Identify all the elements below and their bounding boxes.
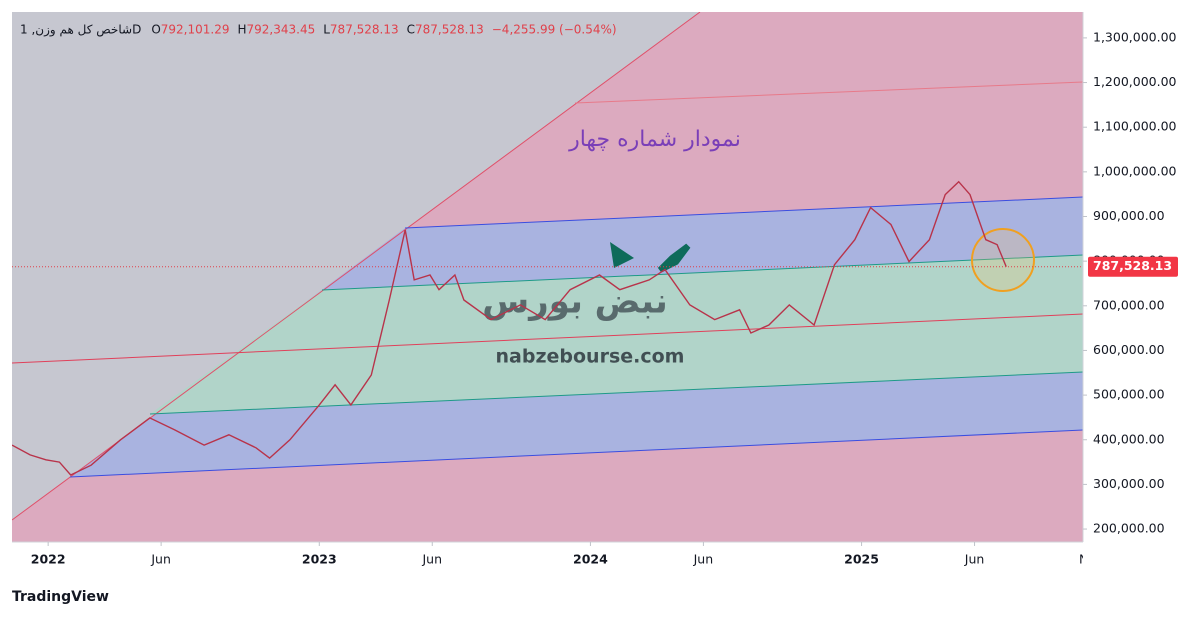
y-tick-label: 700,000.00 bbox=[1093, 297, 1165, 312]
arrow bbox=[657, 243, 691, 273]
last-price-box bbox=[1088, 256, 1178, 277]
x-tick-label: Jun bbox=[693, 552, 714, 567]
x-tick-label: 2022 bbox=[31, 552, 66, 567]
y-tick-label: 1,000,000.00 bbox=[1093, 163, 1177, 178]
ohlc-value: 792,101.29 bbox=[161, 23, 230, 37]
y-tick-label: 1,200,000.00 bbox=[1093, 74, 1177, 89]
band-bottom bbox=[149, 371, 1083, 415]
ohlc: O 792,101.29 H 792,343.45 L 787,528.13 C 787,52… bbox=[151, 23, 616, 37]
band-top bbox=[321, 254, 1083, 291]
chart-title: نمودار شماره چهار bbox=[568, 127, 741, 152]
watermark-logo: نبض بورس bbox=[482, 282, 667, 322]
brand: TradingView bbox=[12, 589, 109, 605]
price-line bbox=[12, 180, 1007, 476]
change: −4,255.99 (−0.54%) bbox=[492, 23, 617, 37]
ohlc-key: H bbox=[237, 23, 246, 37]
ohlc-key: O bbox=[151, 23, 160, 37]
ohlc-key: C bbox=[407, 23, 415, 37]
arrow bbox=[610, 242, 634, 268]
x-tick-label: Jun bbox=[422, 552, 443, 567]
channel-bottom bbox=[69, 429, 1083, 478]
y-tick-label: 900,000.00 bbox=[1093, 208, 1165, 223]
brand-text: TradingView bbox=[12, 589, 109, 605]
x-tick-label: Jun bbox=[150, 552, 171, 567]
ohlc-key: L bbox=[323, 23, 330, 37]
y-tick-label: 600,000.00 bbox=[1093, 342, 1165, 357]
x-tick-label: 2024 bbox=[573, 552, 608, 567]
x-tick-label: 2025 bbox=[844, 552, 879, 567]
last-price-label: 787,528.13 bbox=[1093, 258, 1172, 273]
channel-top bbox=[404, 196, 1083, 229]
green-band bbox=[150, 255, 1083, 414]
x-tick-label: Jun bbox=[964, 552, 985, 567]
watermark-site: nabzebourse.com bbox=[496, 346, 685, 368]
x-tick-label: No bbox=[1079, 552, 1096, 567]
symbol: شاخص کل هم وزن, 1D bbox=[20, 23, 141, 38]
y-tick-label: 1,100,000.00 bbox=[1093, 119, 1177, 134]
ohlc-value: 787,528.13 bbox=[330, 23, 399, 37]
y-tick-label: 300,000.00 bbox=[1093, 476, 1165, 491]
upper-line bbox=[574, 81, 1083, 104]
series-group bbox=[12, 180, 1007, 476]
y-tick-label: 200,000.00 bbox=[1093, 521, 1165, 536]
ohlc-value: 792,343.45 bbox=[247, 23, 316, 37]
x-ticks: 2022 Jun 2023 Jun 2024 Jun 2025 Jun No bbox=[31, 542, 1096, 567]
x-tick-label: 2023 bbox=[302, 552, 337, 567]
ohlc-value: 787,528.13 bbox=[415, 23, 484, 37]
y-tick-label: 400,000.00 bbox=[1093, 431, 1165, 446]
y-tick-label: 1,300,000.00 bbox=[1093, 29, 1177, 44]
median-line bbox=[12, 313, 1083, 364]
y-tick-label: 500,000.00 bbox=[1093, 387, 1165, 402]
drawings bbox=[12, 12, 1083, 542]
